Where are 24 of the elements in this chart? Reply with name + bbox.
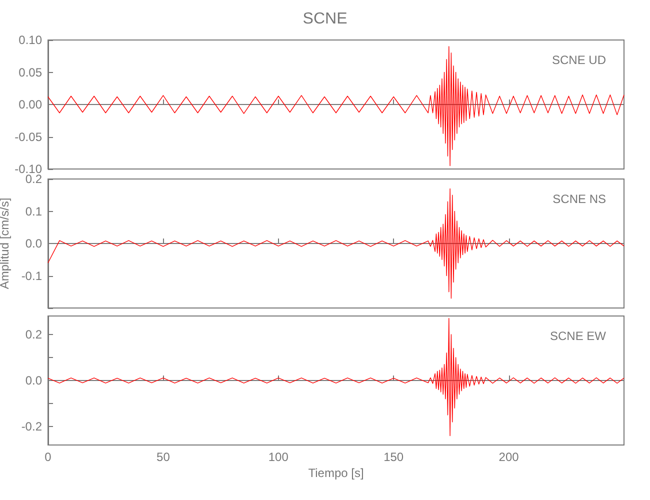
annotation: SCNE NS (552, 192, 606, 206)
y-tick-label: -0.1 (21, 268, 42, 283)
y-tick-label: 0.00 (18, 98, 42, 112)
y-tick-label: 0.2 (25, 327, 42, 342)
x-tick-label: 150 (384, 450, 404, 464)
x-tick-label: 0 (44, 450, 52, 464)
line-series (48, 188, 624, 299)
x-axis-title: Tiempo [s] (308, 466, 364, 480)
y-tick-label: 0.0 (25, 374, 42, 388)
line-series (48, 46, 624, 166)
y-axis-title: Amplitud [cm/s/s] (0, 198, 12, 290)
annotation: SCNE EW (550, 329, 607, 343)
y-tick-label: 0.05 (18, 65, 42, 80)
y-tick-label: 0.1 (25, 204, 42, 218)
y-tick-label: 0.10 (18, 33, 42, 47)
line-series (48, 318, 624, 436)
y-tick-label: -0.2 (21, 420, 42, 434)
x-tick-label: 100 (268, 450, 289, 464)
annotation: SCNE UD (552, 53, 606, 67)
x-tick-label: 200 (498, 450, 520, 464)
x-tick-label: 50 (156, 450, 170, 464)
y-tick-label: -0.05 (14, 130, 42, 144)
y-tick-label: 0.0 (25, 236, 42, 250)
chart-title: SCNE (302, 10, 348, 28)
